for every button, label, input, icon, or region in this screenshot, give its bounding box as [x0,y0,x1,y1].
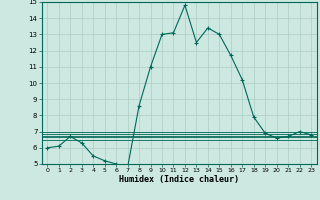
X-axis label: Humidex (Indice chaleur): Humidex (Indice chaleur) [119,175,239,184]
